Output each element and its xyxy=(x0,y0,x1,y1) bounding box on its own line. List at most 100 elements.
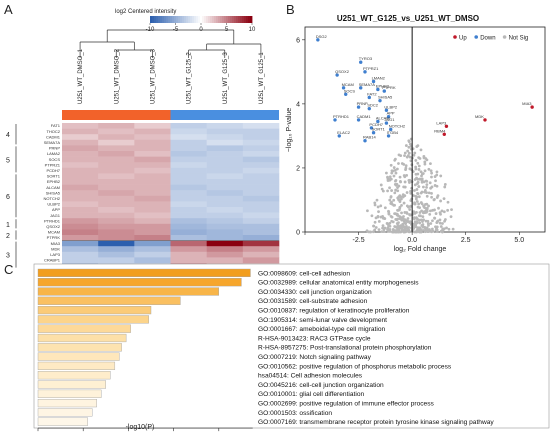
colorbar-swatch xyxy=(220,16,223,23)
heatmap-cell xyxy=(134,128,171,135)
heatmap-row-label: SOCS xyxy=(49,157,61,162)
colorbar-swatch xyxy=(202,16,205,23)
not-sig-point xyxy=(386,179,390,182)
heatmap-cell xyxy=(62,139,99,146)
not-sig-point xyxy=(412,217,416,221)
not-sig-point xyxy=(405,174,409,177)
down-point xyxy=(384,121,389,125)
not-sig-point xyxy=(376,205,380,209)
colorbar-swatch xyxy=(164,16,167,23)
heatmap-cell xyxy=(170,218,207,225)
enrichment-bar xyxy=(37,380,107,389)
down-point-label: QSOX2 xyxy=(335,69,350,74)
down-point xyxy=(376,119,380,124)
not-sig-point xyxy=(379,183,383,187)
heatmap-row-groups: 4 5 6 1 2 3 xyxy=(6,124,17,268)
down-point-label: SORT1 xyxy=(372,127,386,132)
not-sig-point xyxy=(417,185,421,188)
x-tick-label: -2.5 xyxy=(353,237,365,244)
heatmap-cell xyxy=(98,173,135,180)
down-point-label: SHISA5 xyxy=(378,95,393,100)
not-sig-point xyxy=(392,166,396,169)
not-sig-point xyxy=(437,206,440,210)
not-sig-point xyxy=(436,194,440,198)
panel-b-letter: B xyxy=(286,2,295,17)
volcano-legend: Up Down Not Sig xyxy=(453,35,528,42)
down-point-label: TYRO3 xyxy=(359,56,373,61)
heatmap-cell xyxy=(170,123,207,129)
heatmap-cell xyxy=(242,223,280,230)
not-sig-point xyxy=(417,156,421,160)
heatmap-cell xyxy=(134,151,171,157)
not-sig-point xyxy=(398,205,402,209)
enrichment-term: GO:0010562: positive regulation of phosp… xyxy=(258,363,452,370)
enrichment-bar xyxy=(37,268,251,278)
not-sig-point xyxy=(431,219,434,223)
heatmap-cell xyxy=(62,207,99,213)
not-sig-point xyxy=(447,227,451,231)
heatmap-cell xyxy=(242,190,280,197)
heatmap-row-label: APP xyxy=(52,207,60,212)
enrichment-term: hsa04514: Cell adhesion molecules xyxy=(258,373,363,380)
heatmap-cell xyxy=(62,145,99,152)
not-sig-point xyxy=(413,230,417,234)
not-sig-point xyxy=(402,201,406,205)
heatmap-cell xyxy=(134,229,171,236)
heatmap-cell xyxy=(98,235,135,241)
colorbar-swatch xyxy=(166,16,169,23)
not-sig-point xyxy=(398,175,402,179)
legend-label: Down xyxy=(480,36,495,42)
heatmap-cell xyxy=(206,162,244,169)
not-sig-point xyxy=(405,211,409,214)
heatmap-cell xyxy=(170,156,207,163)
heatmap-cell xyxy=(134,162,171,169)
not-sig-point xyxy=(413,201,416,205)
not-sig-point xyxy=(399,179,402,183)
enrichment-bar xyxy=(37,333,127,343)
group-bar-g125 xyxy=(170,110,279,120)
heatmap-cell xyxy=(62,257,99,264)
heatmap-row-label: CRABP1 xyxy=(44,258,61,263)
not-sig-point xyxy=(415,176,418,180)
colorbar-swatch xyxy=(188,16,191,23)
not-sig-point xyxy=(379,204,383,208)
heatmap-cell xyxy=(170,229,207,236)
heatmap-cell xyxy=(242,173,280,180)
down-point-label: ELAC2 xyxy=(337,130,350,135)
not-sig-point xyxy=(393,191,397,195)
up-point-label: MIA3 xyxy=(522,101,532,106)
heatmap-cell xyxy=(62,156,99,163)
not-sig-point xyxy=(393,168,397,172)
not-sig-point xyxy=(389,195,393,199)
not-sig-point xyxy=(424,227,427,231)
heatmap-cell xyxy=(206,223,244,230)
not-sig-point xyxy=(430,227,434,231)
row-group-label: 4 xyxy=(6,132,10,139)
not-sig-point xyxy=(395,213,399,217)
heatmap-column-label: U251_WT_DMSO_2 xyxy=(114,48,120,104)
down-point xyxy=(363,70,367,74)
not-sig-point xyxy=(428,181,432,185)
not-sig-point xyxy=(420,209,423,213)
colorbar-swatch xyxy=(244,16,247,23)
down-point xyxy=(376,87,380,92)
down-point-label: FAT2 xyxy=(367,91,377,96)
not-sig-point xyxy=(395,218,399,222)
not-sig-point xyxy=(420,190,424,194)
not-sig-point xyxy=(422,210,426,214)
y-tick-label: 0 xyxy=(296,230,300,237)
not-sig-point xyxy=(423,230,427,234)
heatmap-cell xyxy=(98,207,135,213)
heatmap-cell xyxy=(170,134,207,141)
panel-c: C 02468 GO:0098609: cell-cell adhesionGO… xyxy=(4,262,550,432)
not-sig-point xyxy=(416,182,419,185)
not-sig-point xyxy=(413,189,416,192)
not-sig-point xyxy=(424,179,428,183)
not-sig-point xyxy=(373,203,377,207)
heatmap-cell xyxy=(98,212,135,219)
down-point xyxy=(384,108,389,112)
heatmap-row-label: PTPRZ1 xyxy=(45,162,61,167)
heatmap-cell xyxy=(98,128,135,135)
not-sig-point xyxy=(404,164,408,168)
heatmap-cell xyxy=(62,246,99,253)
